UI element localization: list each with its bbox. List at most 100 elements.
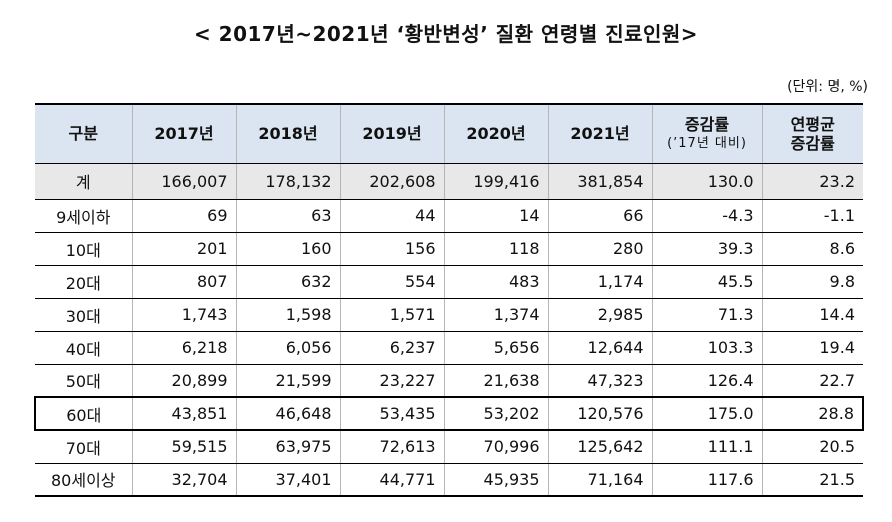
table-cell: 554 <box>339 265 445 299</box>
table-cell: 118 <box>443 232 549 266</box>
table-cell: 20,899 <box>131 364 237 398</box>
table-cell: 53,435 <box>339 396 445 431</box>
table-row: 10대 201 160 156 118 280 39.3 8.6 <box>35 232 863 266</box>
table-cell: 53,202 <box>443 396 549 431</box>
table-cell: 63 <box>235 199 341 233</box>
table-row: 60대 43,851 46,648 53,435 53,202 120,576 175.0 2… <box>34 396 864 431</box>
table-cell: 125,642 <box>547 430 653 464</box>
column-header-2018: 2018년 <box>235 103 341 164</box>
row-label: 40대 <box>35 331 133 365</box>
age-stats-table: 구분 2017년 2018년 2019년 2020년 2021년 증감률 (’17년 대비) 연… <box>34 103 864 497</box>
row-label: 20대 <box>35 265 133 299</box>
table-cell: 23,227 <box>339 364 445 398</box>
table-cell: -1.1 <box>761 199 863 233</box>
row-label: 9세이하 <box>35 199 133 233</box>
column-header-label: 증감률 <box>684 114 730 134</box>
row-label: 80세이상 <box>35 463 133 497</box>
column-header-label: 2017년 <box>154 124 214 144</box>
table-cell: 117.6 <box>651 463 763 497</box>
column-header-2020: 2020년 <box>443 103 549 164</box>
table-cell: 103.3 <box>651 331 763 365</box>
column-header-sublabel: (’17년 대비) <box>667 135 747 151</box>
table-cell: 44,771 <box>339 463 445 497</box>
table-cell: 12,644 <box>547 331 653 365</box>
table-cell: 2,985 <box>547 298 653 332</box>
table-cell: 201 <box>131 232 237 266</box>
row-label: 70대 <box>35 430 133 464</box>
table-cell: 47,323 <box>547 364 653 398</box>
table-row: 9세이하 69 63 44 14 66 -4.3 -1.1 <box>35 199 863 233</box>
table-cell: 45,935 <box>443 463 549 497</box>
table-cell: 45.5 <box>651 265 763 299</box>
column-header-label: 2020년 <box>466 124 526 144</box>
table-body: 계 166,007 178,132 202,608 199,416 381,854 130.… <box>34 163 864 497</box>
table-row: 30대 1,743 1,598 1,571 1,374 2,985 71.3 14.4 <box>35 298 863 332</box>
table-cell: 71,164 <box>547 463 653 497</box>
unit-note: (단위: 명, %) <box>787 79 868 95</box>
table-cell: 44 <box>339 199 445 233</box>
table-cell: 483 <box>443 265 549 299</box>
table-cell: 156 <box>339 232 445 266</box>
table-cell: 70,996 <box>443 430 549 464</box>
table-cell: 166,007 <box>131 163 237 200</box>
table-row: 80세이상 32,704 37,401 44,771 45,935 71,164 117.6… <box>35 463 863 497</box>
table-cell: 5,656 <box>443 331 549 365</box>
row-label: 계 <box>35 163 133 200</box>
table-cell: 63,975 <box>235 430 341 464</box>
table-cell: 632 <box>235 265 341 299</box>
table-cell: 130.0 <box>651 163 763 200</box>
table-cell: 202,608 <box>339 163 445 200</box>
table-cell: 1,598 <box>235 298 341 332</box>
table-cell: 8.6 <box>761 232 863 266</box>
column-header-annual-avg-rate: 연평균 증감률 <box>761 103 863 164</box>
table-cell: 199,416 <box>443 163 549 200</box>
table-cell: 71.3 <box>651 298 763 332</box>
row-label: 10대 <box>35 232 133 266</box>
table-cell: 69 <box>131 199 237 233</box>
column-header-label: 2018년 <box>258 124 318 144</box>
table-cell: 39.3 <box>651 232 763 266</box>
column-header-category: 구분 <box>35 103 133 164</box>
table-cell: 21,599 <box>235 364 341 398</box>
row-label: 30대 <box>35 298 133 332</box>
header-row: 구분 2017년 2018년 2019년 2020년 2021년 증감률 (’17년 대비) 연… <box>35 103 863 164</box>
table-cell: 126.4 <box>651 364 763 398</box>
table-cell: 160 <box>235 232 341 266</box>
table-cell: 1,174 <box>547 265 653 299</box>
table-cell: 1,571 <box>339 298 445 332</box>
column-header-change-rate: 증감률 (’17년 대비) <box>651 103 763 164</box>
table-cell: 23.2 <box>761 163 863 200</box>
table-row: 50대 20,899 21,599 23,227 21,638 47,323 126.4 22… <box>35 364 863 398</box>
column-header-sublabel: 증감률 <box>790 133 835 153</box>
table-cell: 37,401 <box>235 463 341 497</box>
table-row: 계 166,007 178,132 202,608 199,416 381,854 130.… <box>35 163 863 200</box>
table-cell: 6,056 <box>235 331 341 365</box>
table-cell: 111.1 <box>651 430 763 464</box>
table-cell: 9.8 <box>761 265 863 299</box>
table-cell: 46,648 <box>235 396 341 431</box>
table-cell: 21.5 <box>761 463 863 497</box>
table-cell: 59,515 <box>131 430 237 464</box>
page-title: < 2017년~2021년 ‘황반변성’ 질환 연령별 진료인원> <box>193 22 699 46</box>
column-header-label: 2019년 <box>362 124 422 144</box>
table-cell: 66 <box>547 199 653 233</box>
column-header-2021: 2021년 <box>547 103 653 164</box>
table-cell: 72,613 <box>339 430 445 464</box>
table-cell: 43,851 <box>131 396 237 431</box>
table-cell: 178,132 <box>235 163 341 200</box>
row-label: 50대 <box>35 364 133 398</box>
table-row: 40대 6,218 6,056 6,237 5,656 12,644 103.3 19.4 <box>35 331 863 365</box>
table-cell: 120,576 <box>547 396 653 431</box>
table-cell: 280 <box>547 232 653 266</box>
table-row: 70대 59,515 63,975 72,613 70,996 125,642 111.1 2… <box>35 430 863 464</box>
table-cell: 14.4 <box>761 298 863 332</box>
table-row: 20대 807 632 554 483 1,174 45.5 9.8 <box>35 265 863 299</box>
table-cell: 1,743 <box>131 298 237 332</box>
table-cell: 175.0 <box>651 396 763 431</box>
column-header-label: 2021년 <box>570 124 630 144</box>
table-cell: 19.4 <box>761 331 863 365</box>
column-header-label: 구분 <box>68 124 98 144</box>
table-cell: -4.3 <box>651 199 763 233</box>
column-header-label: 연평균 <box>790 114 835 134</box>
table-cell: 381,854 <box>547 163 653 200</box>
